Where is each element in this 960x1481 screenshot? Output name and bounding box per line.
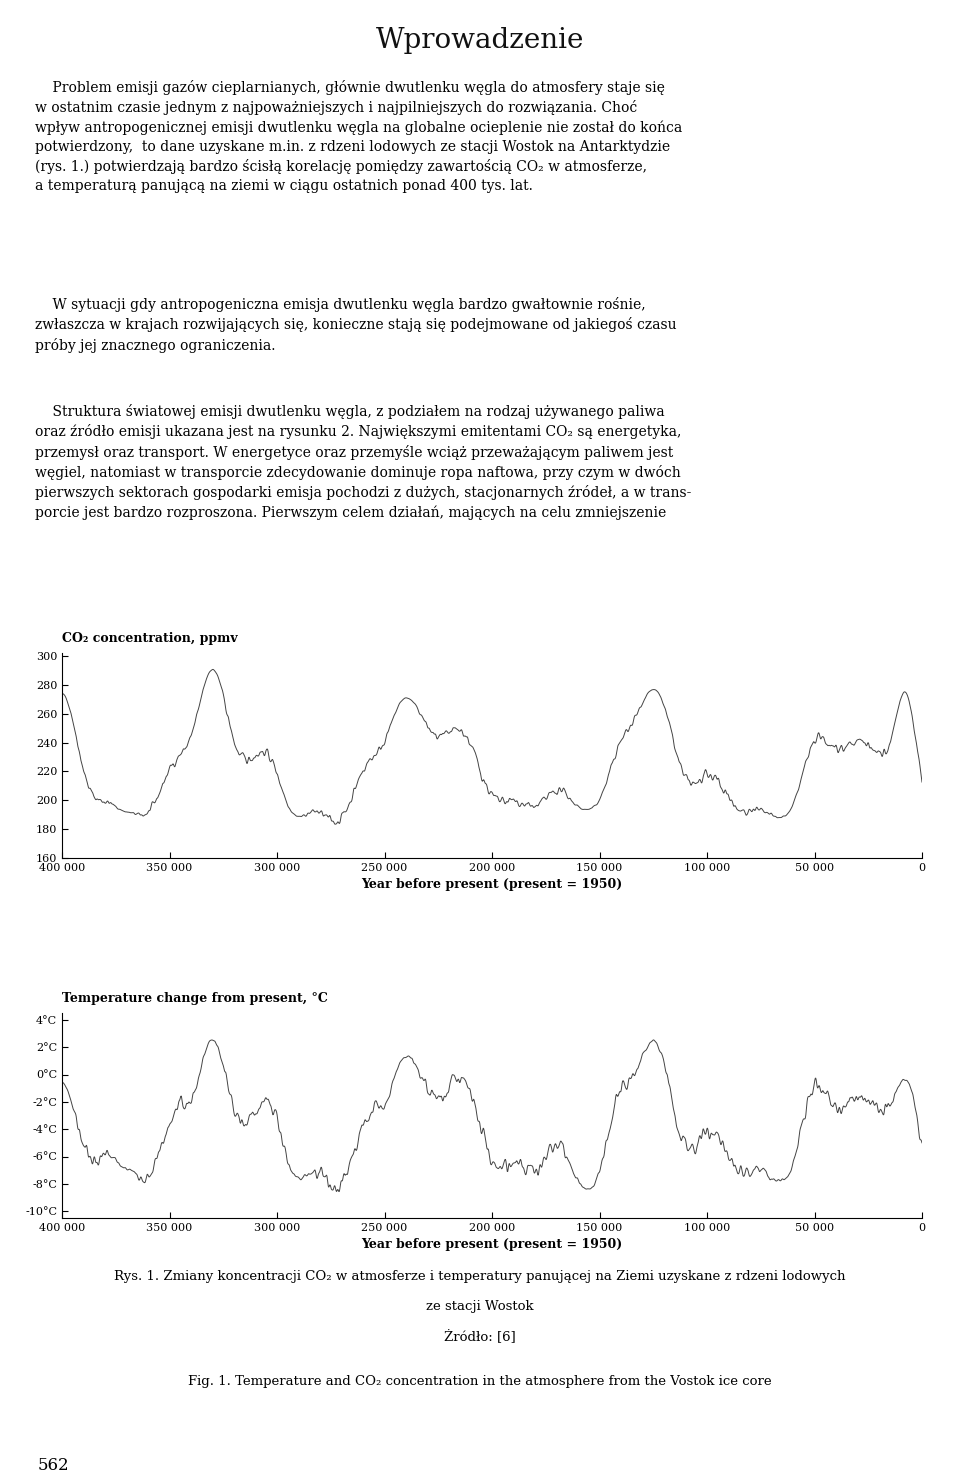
Text: Fig. 1. Temperature and CO₂ concentration in the atmosphere from the Vostok ice : Fig. 1. Temperature and CO₂ concentratio… <box>188 1374 772 1388</box>
Text: Problem emisji gazów cieplarnianych, głównie dwutlenku węgla do atmosfery staje : Problem emisji gazów cieplarnianych, głó… <box>35 80 683 194</box>
Text: Wprowadzenie: Wprowadzenie <box>375 27 585 53</box>
Text: W sytuacji gdy antropogeniczna emisja dwutlenku węgla bardzo gwałtownie rośnie,
: W sytuacji gdy antropogeniczna emisja dw… <box>35 296 677 352</box>
Text: Temperature change from present, °C: Temperature change from present, °C <box>62 992 328 1006</box>
Text: ze stacji Wostok: ze stacji Wostok <box>426 1300 534 1314</box>
X-axis label: Year before present (present = 1950): Year before present (present = 1950) <box>361 878 623 892</box>
Text: CO₂ concentration, ppmv: CO₂ concentration, ppmv <box>62 632 238 646</box>
Text: Rys. 1. Zmiany koncentracji CO₂ w atmosferze i temperatury panującej na Ziemi uz: Rys. 1. Zmiany koncentracji CO₂ w atmosf… <box>114 1271 846 1283</box>
Text: Żródło: [6]: Żródło: [6] <box>444 1330 516 1343</box>
X-axis label: Year before present (present = 1950): Year before present (present = 1950) <box>361 1238 623 1251</box>
Text: Struktura światowej emisji dwutlenku węgla, z podziałem na rodzaj używanego pali: Struktura światowej emisji dwutlenku węg… <box>35 404 691 520</box>
Text: 562: 562 <box>38 1456 70 1474</box>
